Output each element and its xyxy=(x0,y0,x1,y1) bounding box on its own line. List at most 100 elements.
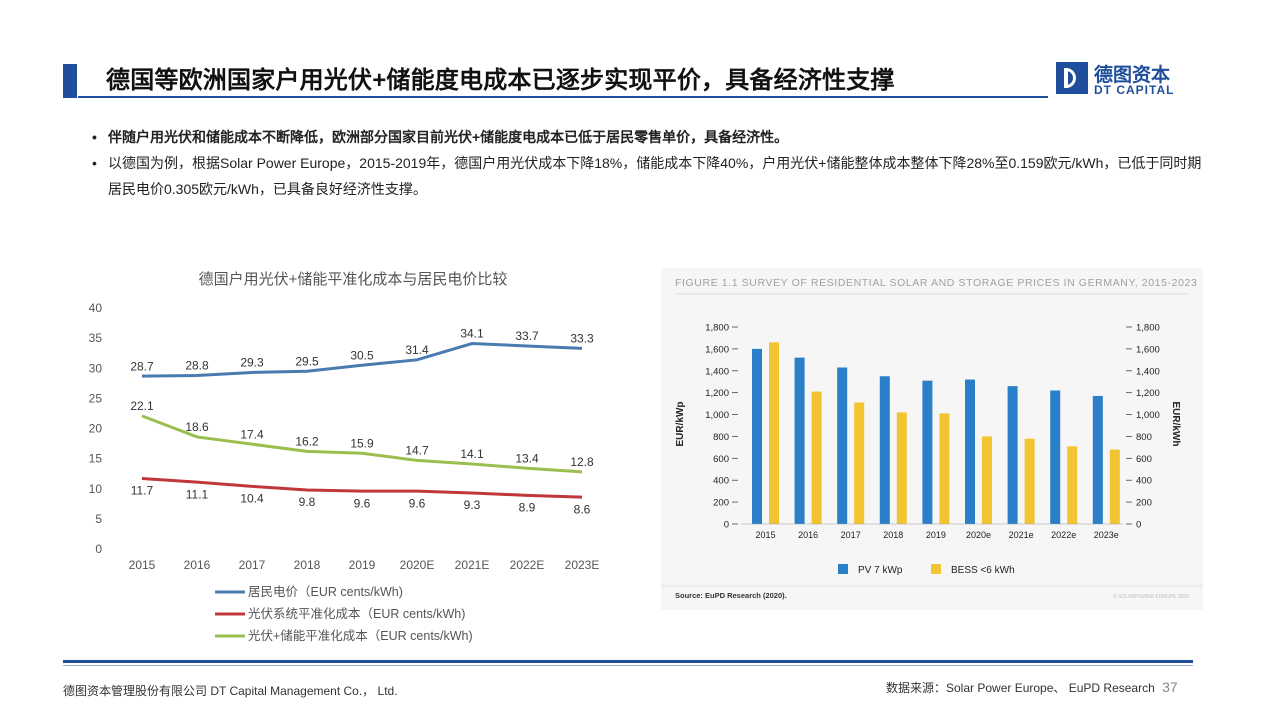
y-tick-label-right: 600 xyxy=(1136,454,1152,465)
x-tick-label: 2020e xyxy=(966,530,991,540)
x-tick-label: 2016 xyxy=(798,530,818,540)
series-line xyxy=(141,342,583,378)
y-tick-label: 30 xyxy=(89,361,103,375)
company-logo: 德图资本 DT CAPITAL xyxy=(1056,62,1186,98)
data-label: 9.8 xyxy=(299,495,316,509)
bar xyxy=(939,413,950,524)
x-tick-label: 2019 xyxy=(349,558,376,572)
footer-source: 数据来源：Solar Power Europe、 EuPD Research 3… xyxy=(886,679,1178,696)
legend-label: 光伏系统平准化成本（EUR cents/kWh) xyxy=(248,607,465,621)
y-tick-label-right: 1,200 xyxy=(1136,388,1160,399)
chart-title: 德国户用光伏+储能平准化成本与居民电价比较 xyxy=(199,270,508,288)
y-tick-label: 35 xyxy=(89,331,103,345)
bullet-item: 伴随户用光伏和储能成本不断降低，欧洲部分国家目前光伏+储能度电成本已低于居民零售… xyxy=(92,124,1212,150)
page-number: 37 xyxy=(1162,679,1178,695)
bar-chart-image: FIGURE 1.1 SURVEY OF RESIDENTIAL SOLAR A… xyxy=(661,268,1203,610)
x-tick-label: 2023E xyxy=(565,558,600,572)
footer-company: 德图资本管理股份有限公司 DT Capital Management Co.， … xyxy=(63,684,398,698)
y-tick-label: 10 xyxy=(89,482,103,496)
bar xyxy=(1109,449,1120,524)
legend-label: 居民电价（EUR cents/kWh) xyxy=(248,585,403,599)
legend-swatch xyxy=(838,564,848,574)
bar xyxy=(1092,395,1103,524)
data-label: 15.9 xyxy=(350,436,374,450)
series-line xyxy=(141,414,583,474)
series-line xyxy=(141,477,583,499)
data-label: 33.3 xyxy=(570,332,594,346)
data-label: 28.8 xyxy=(185,359,209,373)
y-axis-label-right: EUR/kWh xyxy=(1170,402,1181,447)
x-tick-label: 2023e xyxy=(1094,530,1119,540)
page-title: 德国等欧洲国家户用光伏+储能度电成本已逐步实现平价，具备经济性支撑 xyxy=(106,67,895,94)
y-tick-label: 0 xyxy=(95,542,102,556)
x-tick-label: 2022E xyxy=(510,558,545,572)
data-label: 11.7 xyxy=(131,484,154,498)
data-label: 9.6 xyxy=(354,496,371,510)
title-underline xyxy=(78,96,1048,98)
x-tick-label: 2017 xyxy=(239,558,266,572)
data-label: 18.6 xyxy=(185,420,209,434)
data-label: 31.4 xyxy=(405,343,429,357)
y-tick-label-right: 1,800 xyxy=(1136,323,1160,334)
bar-chart-title: FIGURE 1.1 SURVEY OF RESIDENTIAL SOLAR A… xyxy=(675,277,1197,289)
y-axis-label-left: EUR/kWp xyxy=(675,402,686,447)
data-label: 8.6 xyxy=(574,502,591,516)
data-label: 30.5 xyxy=(350,348,374,362)
bullet-list: 伴随户用光伏和储能成本不断降低，欧洲部分国家目前光伏+储能度电成本已低于居民零售… xyxy=(92,124,1212,202)
x-tick-label: 2018 xyxy=(883,530,903,540)
bullet-item: 以德国为例，根据Solar Power Europe，2015-2019年，德国… xyxy=(92,150,1212,202)
x-tick-label: 2020E xyxy=(400,558,435,572)
bar xyxy=(752,348,762,524)
data-label: 22.1 xyxy=(130,399,154,413)
bar xyxy=(922,380,933,524)
bar xyxy=(879,376,890,524)
data-label: 9.3 xyxy=(464,498,481,512)
logo-cn-text: 德图资本 xyxy=(1094,65,1171,86)
x-tick-label: 2021e xyxy=(1009,530,1034,540)
data-label: 13.4 xyxy=(515,451,539,465)
x-tick-label: 2016 xyxy=(184,558,211,572)
data-label: 28.7 xyxy=(130,359,154,373)
bar xyxy=(896,412,907,524)
bar xyxy=(982,436,992,524)
x-tick-label: 2017 xyxy=(841,530,861,540)
footer-source-text: 数据来源：Solar Power Europe、 EuPD Research xyxy=(886,681,1155,695)
legend-label: 光伏+储能平准化成本（EUR cents/kWh) xyxy=(248,628,473,643)
data-label: 14.1 xyxy=(460,447,484,461)
y-tick-label: 15 xyxy=(89,452,103,466)
y-tick-label-left: 1,200 xyxy=(705,388,729,399)
bar xyxy=(965,379,975,524)
y-tick-label-right: 800 xyxy=(1136,432,1152,443)
y-tick-label-right: 0 xyxy=(1136,520,1141,531)
bar-chart: FIGURE 1.1 SURVEY OF RESIDENTIAL SOLAR A… xyxy=(661,277,1203,600)
title-accent-bar xyxy=(63,64,77,98)
data-label: 14.7 xyxy=(405,444,429,458)
data-label: 16.2 xyxy=(295,435,319,449)
line-chart: 德国户用光伏+储能平准化成本与居民电价比较 0 5 10 15 20 25 30 35 40 2… xyxy=(89,270,600,643)
y-tick-label-left: 400 xyxy=(713,476,729,487)
data-label: 29.5 xyxy=(295,354,319,368)
x-tick-label: 2015 xyxy=(129,558,156,572)
y-tick-label: 25 xyxy=(89,391,103,405)
y-tick-label-left: 800 xyxy=(713,432,729,443)
y-tick-label-left: 1,000 xyxy=(705,410,729,421)
bar xyxy=(1067,446,1078,524)
logo-d-icon xyxy=(1056,62,1088,94)
y-tick-label-left: 1,800 xyxy=(705,323,729,334)
y-tick-label-left: 1,400 xyxy=(705,366,729,377)
legend-label: BESS <6 kWh xyxy=(951,565,1015,576)
data-label: 34.1 xyxy=(460,327,484,341)
y-tick-label-right: 1,600 xyxy=(1136,344,1160,355)
y-tick-label: 20 xyxy=(89,422,103,436)
y-tick-label-right: 1,000 xyxy=(1136,410,1160,421)
data-label: 33.7 xyxy=(515,329,539,343)
data-label: 12.8 xyxy=(570,455,594,469)
y-tick-label-left: 0 xyxy=(724,520,729,531)
data-label: 10.4 xyxy=(240,492,264,506)
legend-swatch xyxy=(931,564,941,574)
y-tick-label: 5 xyxy=(95,512,102,526)
y-tick-label-right: 1,400 xyxy=(1136,366,1160,377)
y-tick-label-left: 200 xyxy=(713,498,729,509)
data-label: 17.4 xyxy=(240,427,264,441)
logo-en-text: DT CAPITAL xyxy=(1094,83,1175,97)
